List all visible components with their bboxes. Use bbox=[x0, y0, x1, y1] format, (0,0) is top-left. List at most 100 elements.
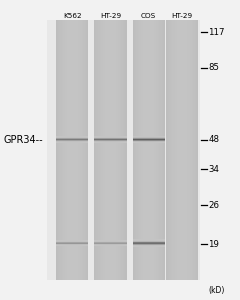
Text: GPR34--: GPR34-- bbox=[3, 134, 43, 145]
Bar bbox=[94, 20, 126, 280]
Text: 117: 117 bbox=[208, 28, 225, 37]
Bar bbox=[110, 20, 112, 280]
Bar bbox=[77, 20, 78, 280]
Bar bbox=[152, 20, 153, 280]
Bar bbox=[139, 20, 140, 280]
Bar bbox=[104, 20, 105, 280]
Bar bbox=[106, 20, 107, 280]
Bar bbox=[162, 20, 164, 280]
Bar bbox=[72, 20, 73, 280]
Bar bbox=[184, 20, 185, 280]
Bar bbox=[109, 20, 110, 280]
Bar bbox=[47, 20, 200, 280]
Bar bbox=[132, 20, 165, 280]
Text: HT-29: HT-29 bbox=[171, 13, 193, 19]
Bar bbox=[82, 20, 83, 280]
Bar bbox=[176, 20, 177, 280]
Bar bbox=[171, 20, 172, 280]
Bar bbox=[137, 20, 138, 280]
Bar bbox=[105, 20, 106, 280]
Text: (kD): (kD) bbox=[208, 286, 225, 295]
Bar bbox=[156, 20, 157, 280]
Bar bbox=[146, 20, 148, 280]
Text: 48: 48 bbox=[208, 135, 219, 144]
Bar bbox=[186, 20, 187, 280]
Bar bbox=[79, 20, 80, 280]
Bar bbox=[73, 20, 74, 280]
Bar bbox=[63, 20, 64, 280]
Bar bbox=[169, 20, 170, 280]
Bar bbox=[196, 20, 197, 280]
Bar bbox=[69, 20, 70, 280]
Bar bbox=[117, 20, 118, 280]
Bar bbox=[168, 20, 169, 280]
Bar bbox=[96, 20, 98, 280]
Text: 34: 34 bbox=[208, 165, 219, 174]
Bar bbox=[76, 20, 77, 280]
Bar bbox=[180, 20, 181, 280]
Bar bbox=[81, 20, 82, 280]
Bar bbox=[187, 20, 188, 280]
Bar bbox=[61, 20, 63, 280]
Bar bbox=[193, 20, 194, 280]
Bar bbox=[141, 20, 142, 280]
Text: 19: 19 bbox=[208, 240, 219, 249]
Bar bbox=[150, 20, 151, 280]
Bar bbox=[138, 20, 139, 280]
Text: 85: 85 bbox=[208, 63, 219, 72]
Bar bbox=[167, 20, 168, 280]
Bar bbox=[56, 20, 57, 280]
Bar bbox=[58, 20, 59, 280]
Bar bbox=[78, 20, 79, 280]
Bar bbox=[159, 20, 161, 280]
Bar bbox=[190, 20, 191, 280]
Bar bbox=[59, 20, 60, 280]
Bar bbox=[66, 20, 67, 280]
Bar bbox=[174, 20, 176, 280]
Bar bbox=[86, 20, 87, 280]
Text: K562: K562 bbox=[63, 13, 82, 19]
Bar bbox=[118, 20, 119, 280]
Bar bbox=[103, 20, 104, 280]
Bar bbox=[94, 20, 96, 280]
Bar bbox=[120, 20, 121, 280]
Bar bbox=[56, 20, 88, 280]
Bar bbox=[158, 20, 159, 280]
Bar bbox=[164, 20, 165, 280]
Bar bbox=[119, 20, 120, 280]
Text: 26: 26 bbox=[208, 201, 219, 210]
Bar bbox=[157, 20, 158, 280]
Bar bbox=[114, 20, 115, 280]
Bar bbox=[182, 20, 183, 280]
Bar bbox=[74, 20, 76, 280]
Bar bbox=[80, 20, 81, 280]
Bar bbox=[87, 20, 88, 280]
Bar bbox=[121, 20, 122, 280]
Bar bbox=[70, 20, 71, 280]
Bar bbox=[144, 20, 145, 280]
Bar bbox=[188, 20, 190, 280]
Bar bbox=[115, 20, 116, 280]
Bar bbox=[195, 20, 196, 280]
Bar bbox=[140, 20, 141, 280]
Bar bbox=[155, 20, 156, 280]
Bar bbox=[122, 20, 123, 280]
Bar bbox=[64, 20, 65, 280]
Bar bbox=[194, 20, 195, 280]
Bar bbox=[154, 20, 155, 280]
Text: HT-29: HT-29 bbox=[100, 13, 121, 19]
Bar bbox=[136, 20, 137, 280]
Bar bbox=[172, 20, 174, 280]
Bar bbox=[112, 20, 113, 280]
Bar bbox=[178, 20, 179, 280]
Bar bbox=[185, 20, 186, 280]
Text: COS: COS bbox=[141, 13, 156, 19]
Bar bbox=[148, 20, 149, 280]
Bar bbox=[132, 20, 134, 280]
Bar bbox=[124, 20, 126, 280]
Bar bbox=[142, 20, 143, 280]
Bar bbox=[197, 20, 198, 280]
Bar bbox=[65, 20, 66, 280]
Bar bbox=[100, 20, 101, 280]
Bar bbox=[135, 20, 136, 280]
